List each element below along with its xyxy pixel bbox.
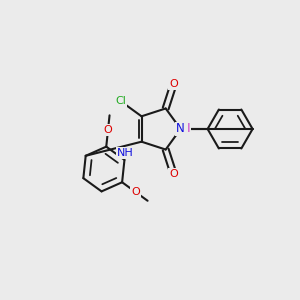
Text: O: O bbox=[103, 125, 112, 135]
Text: NH: NH bbox=[117, 148, 134, 158]
Text: O: O bbox=[169, 79, 178, 89]
Text: I: I bbox=[186, 122, 190, 136]
Text: N: N bbox=[176, 122, 185, 136]
Text: O: O bbox=[169, 169, 178, 179]
Text: Cl: Cl bbox=[116, 96, 126, 106]
Text: O: O bbox=[131, 187, 140, 197]
